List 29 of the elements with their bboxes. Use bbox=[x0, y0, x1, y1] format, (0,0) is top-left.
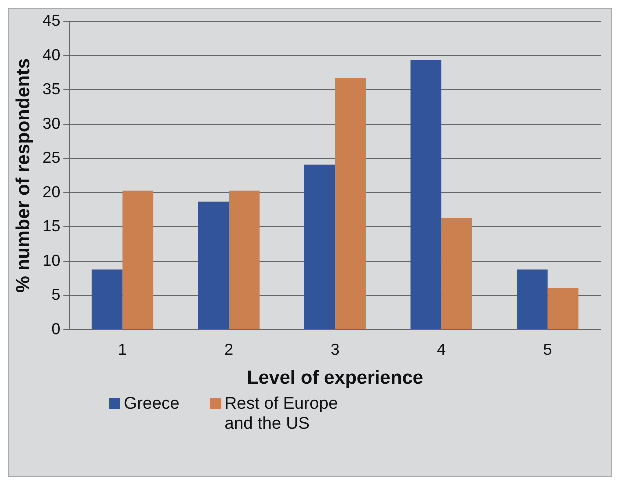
bar bbox=[304, 164, 336, 330]
y-tick-label: 45 bbox=[42, 13, 61, 30]
bar bbox=[229, 190, 260, 330]
bar bbox=[335, 78, 366, 330]
bar bbox=[442, 218, 472, 330]
bar bbox=[548, 288, 579, 330]
bar bbox=[122, 190, 154, 330]
x-tick-label: 3 bbox=[330, 342, 340, 360]
x-axis-title: Level of experience bbox=[247, 368, 424, 389]
bar bbox=[410, 60, 442, 330]
y-tick-label: 0 bbox=[52, 321, 61, 338]
x-tick-label: 4 bbox=[437, 342, 446, 360]
y-tick-label: 35 bbox=[42, 82, 61, 99]
x-tick-label: 1 bbox=[118, 342, 128, 360]
y-tick-label: 20 bbox=[42, 184, 61, 202]
bar bbox=[92, 270, 123, 330]
y-tick-label: 5 bbox=[52, 287, 61, 304]
y-tick-label: 15 bbox=[42, 218, 61, 236]
bar bbox=[198, 202, 230, 330]
y-tick-label: 40 bbox=[42, 47, 61, 64]
legend-label: Rest of Europe and the US bbox=[224, 394, 340, 434]
x-tick-label: 5 bbox=[543, 342, 552, 360]
y-tick-label: 30 bbox=[42, 116, 61, 133]
y-tick-label: 10 bbox=[42, 252, 61, 270]
x-tick-label: 2 bbox=[224, 342, 234, 360]
legend-label: Greece bbox=[124, 394, 180, 414]
bar bbox=[517, 270, 548, 330]
y-tick-label: 25 bbox=[42, 150, 61, 168]
y-axis-title: % number of respondents bbox=[14, 58, 35, 293]
